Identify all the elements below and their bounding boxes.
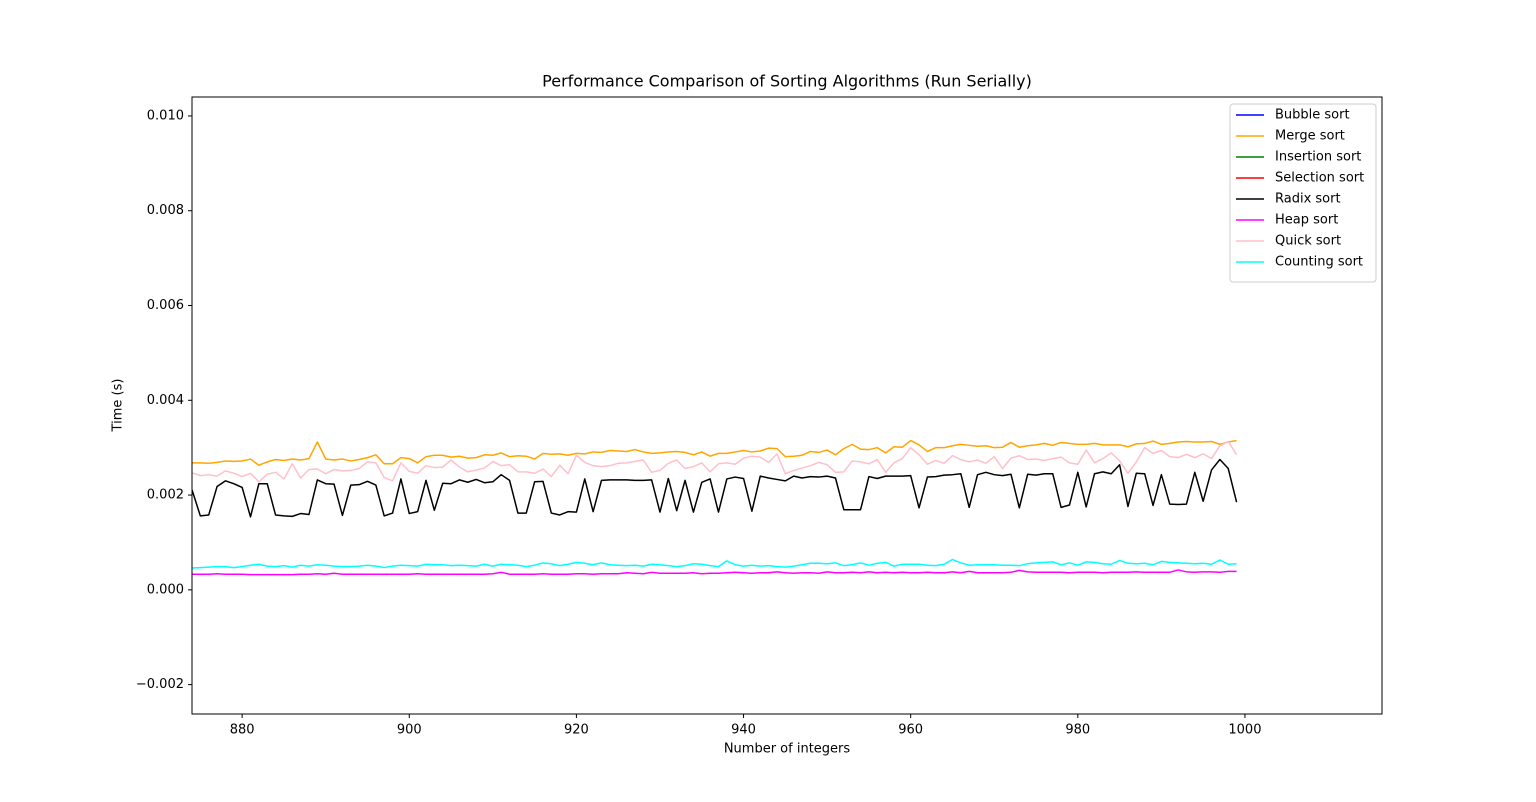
series-line xyxy=(192,440,1238,483)
legend-label: Counting sort xyxy=(1275,255,1363,270)
x-tick-label: 880 xyxy=(230,723,255,738)
y-tick-label: 0.006 xyxy=(147,298,184,313)
y-tick-label: 0.008 xyxy=(147,203,184,218)
plot-lines xyxy=(192,439,1238,576)
series-line xyxy=(192,439,1237,466)
x-axis-label: Number of integers xyxy=(724,742,851,757)
legend-box xyxy=(1229,103,1377,283)
legend-label: Selection sort xyxy=(1275,171,1364,186)
y-tick-label: −0.002 xyxy=(136,677,184,692)
legend-label: Insertion sort xyxy=(1275,150,1361,165)
legend-label: Heap sort xyxy=(1275,213,1338,228)
y-tick-label: 0.000 xyxy=(147,582,184,597)
series-line xyxy=(192,569,1237,576)
x-tick-label: 920 xyxy=(564,723,589,738)
x-tick-label: 1000 xyxy=(1228,723,1261,738)
legend-label: Merge sort xyxy=(1275,129,1345,144)
legend-label: Radix sort xyxy=(1275,192,1341,207)
x-tick-label: 980 xyxy=(1065,723,1090,738)
x-tick-label: 900 xyxy=(397,723,422,738)
y-tick-label: 0.004 xyxy=(147,393,184,408)
legend-label: Quick sort xyxy=(1275,234,1341,249)
series-line xyxy=(192,458,1238,518)
y-tick-label: 0.010 xyxy=(147,108,184,123)
chart-title: Performance Comparison of Sorting Algori… xyxy=(542,72,1032,91)
series-line xyxy=(192,558,1237,569)
legend-label: Bubble sort xyxy=(1275,108,1350,123)
plot-frame xyxy=(191,96,1383,715)
x-tick-label: 960 xyxy=(898,723,923,738)
y-tick-label: 0.002 xyxy=(147,488,184,503)
x-tick-label: 940 xyxy=(731,723,756,738)
y-axis-label: Time (s) xyxy=(111,379,126,433)
